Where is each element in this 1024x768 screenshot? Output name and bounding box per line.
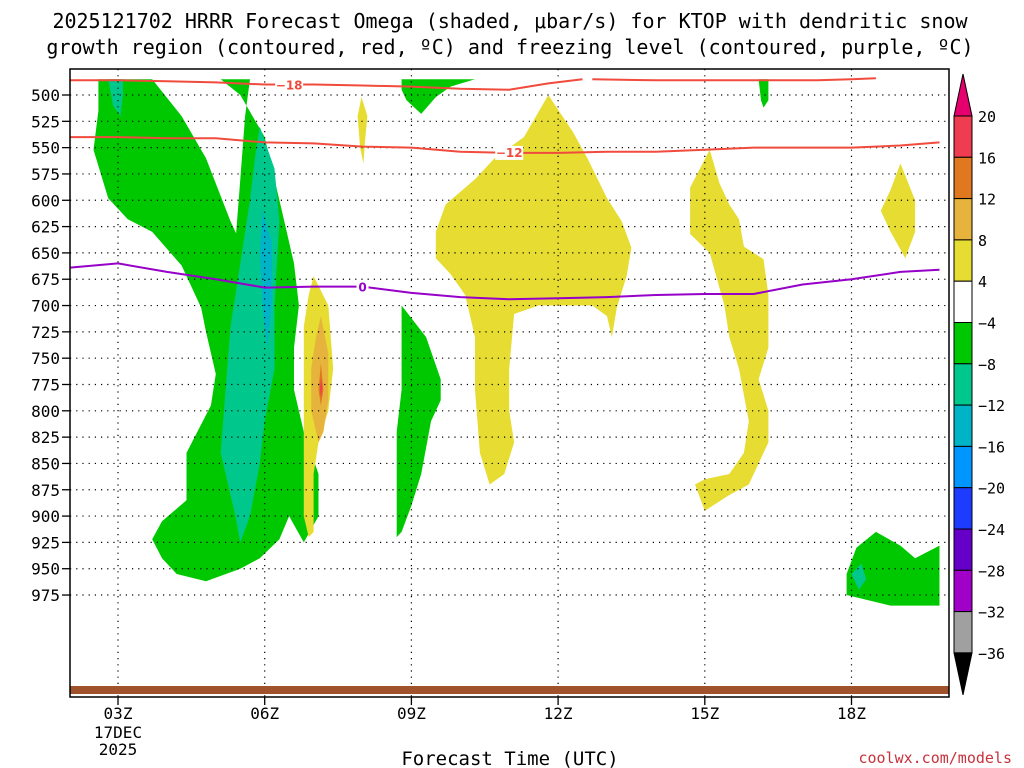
y-tick-label-800: 800 [31, 402, 60, 421]
omega-region-9 [851, 563, 867, 590]
contour-label--12: −12 [496, 146, 523, 160]
y-tick-label-600: 600 [31, 191, 60, 210]
colorbar-label-3: 8 [978, 232, 987, 250]
omega-region-6 [108, 79, 123, 117]
y-tick-label-975: 975 [31, 586, 60, 605]
omega-region-13 [690, 149, 769, 511]
colorbar-label-1: 16 [978, 149, 996, 167]
y-tick-label-900: 900 [31, 507, 60, 526]
omega-region-5 [846, 531, 940, 606]
colorbar-swatch-1 [953, 156, 973, 200]
x-tick-label-09Z: 09Z [397, 704, 426, 723]
colorbar-label-4: 4 [978, 273, 987, 291]
colorbar-label-7: −12 [978, 397, 1005, 415]
x-tick-label-03Z: 03Z [104, 704, 133, 723]
temperature-contours: −18 −12 0 [70, 77, 940, 301]
y-tick-label-925: 925 [31, 533, 60, 552]
x-axis-title: Forecast Time (UTC) [401, 748, 618, 768]
colorbar-swatch-11 [953, 569, 973, 613]
omega-region-14 [880, 163, 916, 259]
ground-surface [70, 686, 949, 694]
y-tick-label-500: 500 [31, 86, 60, 105]
colorbar-swatch-9 [953, 487, 973, 530]
date-label-day: 17DEC [94, 723, 142, 742]
y-tick-label-825: 825 [31, 428, 60, 447]
x-tick-label-18Z: 18Z [837, 704, 866, 723]
x-axis-time: 03Z 06Z 09Z 12Z 15Z 18Z [104, 697, 866, 723]
colorbar-label-2: 12 [978, 191, 996, 209]
colorbar-swatch-12 [953, 611, 973, 654]
colorbar-top-arrow [953, 73, 973, 117]
contour-label-bg-2 [495, 145, 524, 160]
chart-title-line-2: growth region (contoured, red, ºC) and f… [46, 35, 973, 59]
omega-region-17 [320, 377, 323, 399]
colorbar-swatch-10 [953, 528, 973, 571]
y-tick-label-775: 775 [31, 375, 60, 394]
colorbar-swatch-0 [953, 115, 973, 158]
colorbar-swatch-8 [953, 445, 973, 489]
y-tick-label-675: 675 [31, 270, 60, 289]
colorbar: 20 16 12 8 4 −4 −8 −12 −16 −20 −24 −28 −32 −36 [953, 73, 1005, 696]
contour-label-0: 0 [358, 281, 366, 295]
colorbar-swatch-7 [953, 404, 973, 447]
colorbar-label-11: −28 [978, 562, 1005, 580]
omega-region-12 [435, 95, 632, 485]
dendritic-contour-1 [592, 77, 876, 82]
y-axis-pressure: 500 525 550 575 600 625 650 675 700 725 750 775 800 8… [31, 86, 70, 605]
contour-label--18: −18 [276, 79, 303, 93]
colorbar-swatch-4 [953, 280, 973, 324]
dendritic-contour-2 [70, 136, 940, 154]
freezing-level-contour-3 [70, 262, 940, 301]
omega-region-3 [396, 305, 441, 538]
contour-label-bg-0 [275, 78, 304, 93]
x-tick-label-15Z: 15Z [690, 704, 719, 723]
colorbar-swatch-6 [953, 363, 973, 406]
y-tick-label-950: 950 [31, 560, 60, 579]
y-tick-label-550: 550 [31, 139, 60, 158]
y-tick-label-700: 700 [31, 297, 60, 316]
omega-shaded-regions [70, 79, 940, 606]
x-tick-label-12Z: 12Z [544, 704, 573, 723]
colorbar-label-12: −32 [978, 604, 1005, 622]
colorbar-label-8: −16 [978, 438, 1005, 456]
omega-region-8 [259, 210, 272, 348]
y-tick-label-625: 625 [31, 218, 60, 237]
colorbar-swatch-5 [953, 322, 973, 365]
chart-title-line-1: 2025121702 HRRR Forecast Omega (shaded, … [52, 9, 968, 33]
colorbar-label-13: −36 [978, 645, 1005, 663]
colorbar-swatch-3 [953, 239, 973, 282]
dendritic-contour-0 [70, 78, 583, 91]
y-tick-label-650: 650 [31, 244, 60, 263]
omega-region-4 [758, 79, 769, 108]
credit-text: coolwx.com/models [858, 749, 1012, 767]
contour-label-bg-3 [356, 280, 369, 295]
y-tick-label-725: 725 [31, 323, 60, 342]
plot-area: −18 −12 0 [69, 68, 950, 698]
plot-frame [69, 68, 950, 698]
colorbar-swatch-2 [953, 198, 973, 241]
colorbar-bottom-arrow [953, 652, 973, 696]
colorbar-label-0: 20 [978, 108, 996, 126]
date-label-year: 2025 [99, 740, 138, 759]
y-tick-label-575: 575 [31, 165, 60, 184]
y-tick-label-750: 750 [31, 349, 60, 368]
colorbar-label-10: −24 [978, 521, 1005, 539]
colorbar-label-5: −4 [978, 315, 996, 333]
y-tick-label-875: 875 [31, 481, 60, 500]
y-tick-label-525: 525 [31, 112, 60, 131]
y-tick-label-850: 850 [31, 454, 60, 473]
colorbar-label-9: −20 [978, 480, 1005, 498]
colorbar-label-6: −8 [978, 356, 996, 374]
x-tick-label-06Z: 06Z [250, 704, 279, 723]
